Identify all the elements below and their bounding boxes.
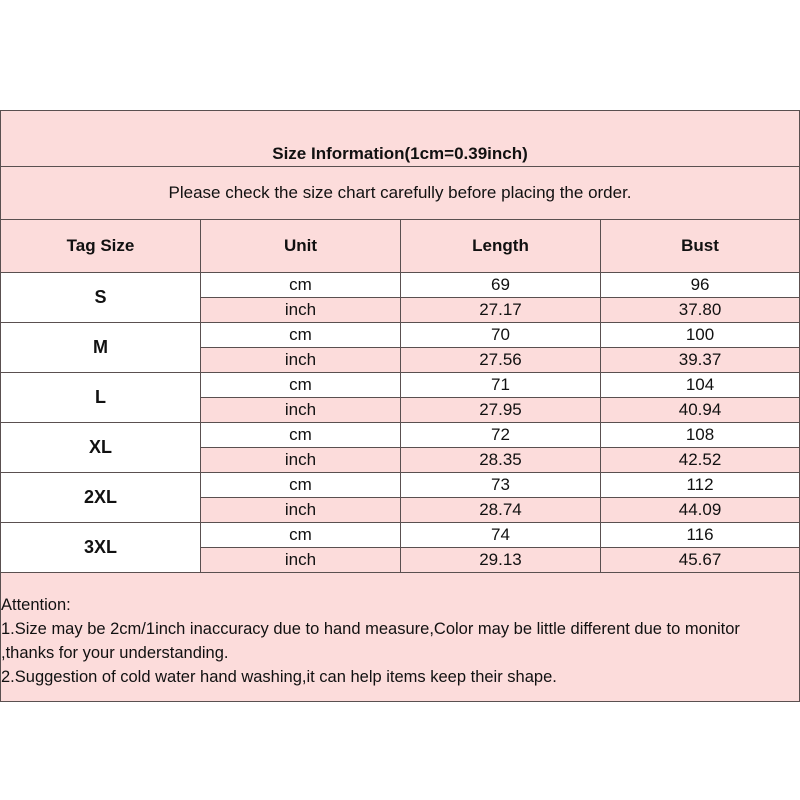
unit-cell: cm bbox=[200, 422, 401, 448]
tag-size-cell: M bbox=[0, 322, 201, 373]
length-cell: 28.35 bbox=[400, 447, 601, 473]
unit-cell: cm bbox=[200, 372, 401, 398]
unit-cell: inch bbox=[200, 397, 401, 423]
unit-cell: cm bbox=[200, 472, 401, 498]
tag-size-cell: XL bbox=[0, 422, 201, 473]
table-row: 3XL cm 74 116 bbox=[0, 522, 800, 573]
unit-cell: inch bbox=[200, 497, 401, 523]
table-row: M cm 70 100 bbox=[0, 322, 800, 373]
attention-notes: Attention: 1.Size may be 2cm/1inch inaccu… bbox=[0, 572, 800, 702]
unit-cell: cm bbox=[200, 272, 401, 298]
attention-line: 1.Size may be 2cm/1inch inaccuracy due t… bbox=[1, 620, 740, 638]
unit-cell: cm bbox=[200, 322, 401, 348]
attention-line: Attention: bbox=[1, 596, 71, 614]
length-cell: 74 bbox=[400, 522, 601, 548]
header-tag-size: Tag Size bbox=[0, 219, 201, 273]
unit-cell: cm bbox=[200, 522, 401, 548]
length-cell: 27.56 bbox=[400, 347, 601, 373]
header-length: Length bbox=[400, 219, 601, 273]
length-cell: 27.95 bbox=[400, 397, 601, 423]
attention-line: 2.Suggestion of cold water hand washing,… bbox=[1, 668, 557, 686]
length-cell: 73 bbox=[400, 472, 601, 498]
bust-cell: 42.52 bbox=[599, 447, 800, 473]
unit-cell: inch bbox=[200, 347, 401, 373]
table-row: XL cm 72 108 bbox=[0, 422, 800, 473]
notice-text: Please check the size chart carefully be… bbox=[0, 166, 800, 220]
bust-cell: 100 bbox=[599, 322, 800, 348]
unit-cell: inch bbox=[200, 547, 401, 573]
unit-cell: inch bbox=[200, 297, 401, 323]
table-row: inch 27.17 37.80 bbox=[0, 297, 800, 323]
length-cell: 28.74 bbox=[400, 497, 601, 523]
tag-size-cell: 2XL bbox=[0, 472, 201, 523]
tag-size-cell: 3XL bbox=[0, 522, 201, 573]
length-cell: 27.17 bbox=[400, 297, 601, 323]
bust-cell: 39.37 bbox=[599, 347, 800, 373]
length-cell: 70 bbox=[400, 322, 601, 348]
table-row: S cm 69 96 bbox=[0, 272, 800, 323]
tag-size-cell: S bbox=[0, 272, 201, 323]
chart-title: Size Information(1cm=0.39inch) bbox=[0, 110, 800, 167]
tag-size-cell: L bbox=[0, 372, 201, 423]
bust-cell: 40.94 bbox=[599, 397, 800, 423]
bust-cell: 108 bbox=[599, 422, 800, 448]
unit-cell: inch bbox=[200, 447, 401, 473]
header-unit: Unit bbox=[200, 219, 401, 273]
table-row: inch 29.13 45.67 bbox=[0, 547, 800, 573]
bust-cell: 37.80 bbox=[599, 297, 800, 323]
bust-cell: 45.67 bbox=[599, 547, 800, 573]
table-row: L cm 71 104 bbox=[0, 372, 800, 423]
bust-cell: 112 bbox=[599, 472, 800, 498]
bust-cell: 116 bbox=[599, 522, 800, 548]
bust-cell: 104 bbox=[599, 372, 800, 398]
length-cell: 29.13 bbox=[400, 547, 601, 573]
header-bust: Bust bbox=[599, 219, 800, 273]
length-cell: 72 bbox=[400, 422, 601, 448]
table-row: 2XL cm 73 112 bbox=[0, 472, 800, 523]
bust-cell: 44.09 bbox=[599, 497, 800, 523]
size-chart-table: Size Information(1cm=0.39inch) Please ch… bbox=[0, 110, 800, 702]
length-cell: 71 bbox=[400, 372, 601, 398]
bust-cell: 96 bbox=[599, 272, 800, 298]
attention-line: ,thanks for your understanding. bbox=[1, 644, 229, 662]
length-cell: 69 bbox=[400, 272, 601, 298]
